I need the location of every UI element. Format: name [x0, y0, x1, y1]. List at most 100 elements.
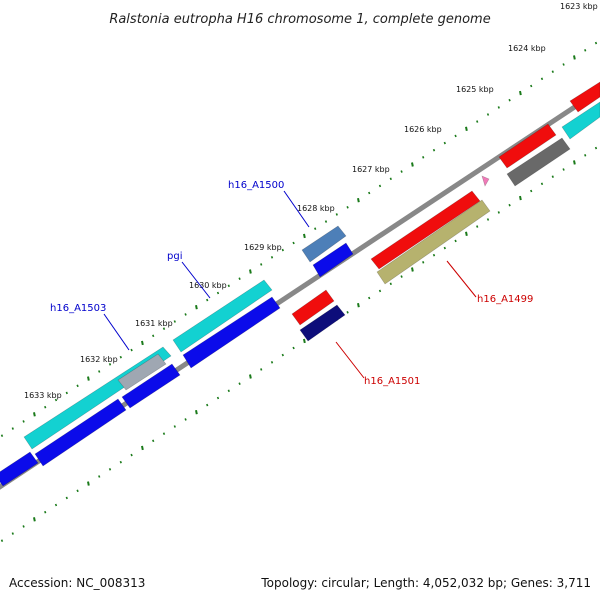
ruler-tick — [346, 311, 349, 314]
gene-pgi[interactable] — [172, 279, 273, 353]
ruler-tick — [98, 475, 101, 478]
leader-h16-A1500 — [283, 190, 310, 228]
tick-label-1626: 1626 kbp — [404, 125, 442, 134]
label-h16-A1501[interactable]: h16_A1501 — [364, 376, 420, 387]
ruler-tick — [292, 346, 295, 350]
tick-label-1624: 1624 kbp — [508, 44, 546, 53]
ruler-tick — [54, 398, 58, 402]
ruler-tick — [389, 282, 392, 286]
ruler-tick — [400, 170, 403, 173]
gene-gray-right[interactable] — [506, 137, 571, 187]
ruler-tick — [249, 374, 252, 379]
ruler-tick — [141, 340, 144, 346]
ruler-tick — [573, 55, 576, 60]
ruler-tick — [206, 298, 209, 302]
ruler-tick — [281, 248, 284, 252]
ruler-tick — [346, 206, 349, 209]
ruler-tick — [195, 305, 198, 310]
gene-h16-A1501[interactable] — [299, 304, 346, 342]
ruler-tick — [432, 253, 436, 257]
gene-red-long[interactable] — [370, 190, 481, 270]
label-h16-A1500[interactable]: h16_A1500 — [228, 180, 284, 191]
ruler-tick — [303, 338, 306, 344]
gene-h16-A1500[interactable] — [301, 225, 347, 263]
gene-cyan-right[interactable] — [561, 101, 600, 140]
ruler-tick — [227, 284, 230, 288]
ruler-tick — [486, 113, 490, 116]
ruler-tick — [238, 277, 241, 280]
gene-red-right-a[interactable] — [498, 123, 557, 169]
ruler-tick — [162, 432, 166, 435]
gene-blue-d[interactable] — [182, 296, 281, 369]
ruler-tick — [184, 418, 187, 421]
ruler-tick — [551, 175, 554, 178]
gene-blue-e[interactable] — [312, 242, 354, 278]
gene-blue-a[interactable] — [0, 451, 39, 487]
gene-labels: h16_A1500 pgi h16_A1503 h16_A1499 h16_A1… — [50, 180, 533, 387]
ruler-tick — [44, 405, 47, 409]
label-h16-A1503[interactable]: h16_A1503 — [50, 303, 106, 314]
ruler-tick — [486, 218, 490, 221]
gene-h16-A1501-red[interactable] — [291, 289, 335, 326]
ruler-tick — [108, 468, 112, 471]
ruler-tick — [562, 168, 565, 171]
ruler-tick — [216, 291, 220, 295]
ruler-tick — [119, 460, 122, 464]
leader-h16-A1501 — [335, 341, 365, 379]
ruler-tick — [389, 177, 392, 181]
gene-blue-c[interactable] — [121, 363, 181, 409]
genome-summary-text: Topology: circular; Length: 4,052,032 bp… — [260, 576, 591, 590]
ruler-tick — [33, 412, 36, 417]
ruler-tick — [22, 420, 25, 423]
ruler-tick — [562, 63, 565, 66]
tick-label-1623: 1623 kbp — [560, 2, 598, 11]
ruler-tick — [584, 154, 587, 157]
ruler-tick — [152, 334, 155, 338]
ruler-tick — [530, 189, 533, 193]
ruler-tick — [98, 370, 101, 373]
gene-red-right-b[interactable] — [569, 81, 600, 113]
ruler-tick — [454, 134, 457, 138]
ruler-tick — [497, 106, 500, 109]
label-leaders — [103, 190, 477, 379]
ruler-tick — [476, 120, 479, 123]
ruler-tick — [324, 220, 328, 223]
gene-pgi-partial[interactable] — [117, 353, 167, 391]
ruler-tick — [303, 233, 306, 239]
leader-pgi — [181, 261, 211, 299]
ruler-tick — [422, 156, 425, 159]
ruler-tick — [33, 517, 36, 522]
ruler-tick — [11, 532, 14, 535]
ruler-tick — [22, 525, 25, 528]
ruler-tick — [44, 510, 47, 514]
accession-text: Accession: NC_008313 — [9, 576, 145, 590]
ruler-tick — [584, 49, 587, 52]
ruler-tick — [519, 195, 522, 201]
label-pgi[interactable]: pgi — [167, 251, 182, 262]
tick-label-1625: 1625 kbp — [456, 85, 494, 94]
ruler-tick — [594, 146, 598, 150]
tick-label-1628: 1628 kbp — [297, 204, 335, 213]
gene-pink-marker[interactable] — [481, 175, 490, 187]
ruler-tick — [87, 376, 90, 381]
leader-h16-A1503 — [103, 313, 130, 351]
ruler-tick — [270, 256, 274, 259]
ruler-tick — [443, 246, 446, 250]
ruler-tick — [573, 160, 576, 165]
ruler-tick — [270, 361, 274, 364]
ruler-tick — [432, 148, 436, 152]
genome-backbone — [0, 87, 600, 490]
ruler-tick — [422, 261, 425, 264]
ruler-tick — [497, 211, 500, 214]
tick-label-1631: 1631 kbp — [135, 319, 173, 328]
label-h16-A1499[interactable]: h16_A1499 — [477, 294, 533, 305]
ruler-tick — [443, 141, 446, 145]
ruler-tick — [119, 355, 122, 359]
gene-blue-b[interactable] — [34, 398, 127, 467]
leader-h16-A1499 — [446, 260, 477, 298]
ruler-tick — [508, 203, 511, 207]
ruler-tick — [65, 391, 68, 395]
ruler-tick — [368, 191, 371, 195]
gene-h16-A1499[interactable] — [376, 199, 491, 285]
